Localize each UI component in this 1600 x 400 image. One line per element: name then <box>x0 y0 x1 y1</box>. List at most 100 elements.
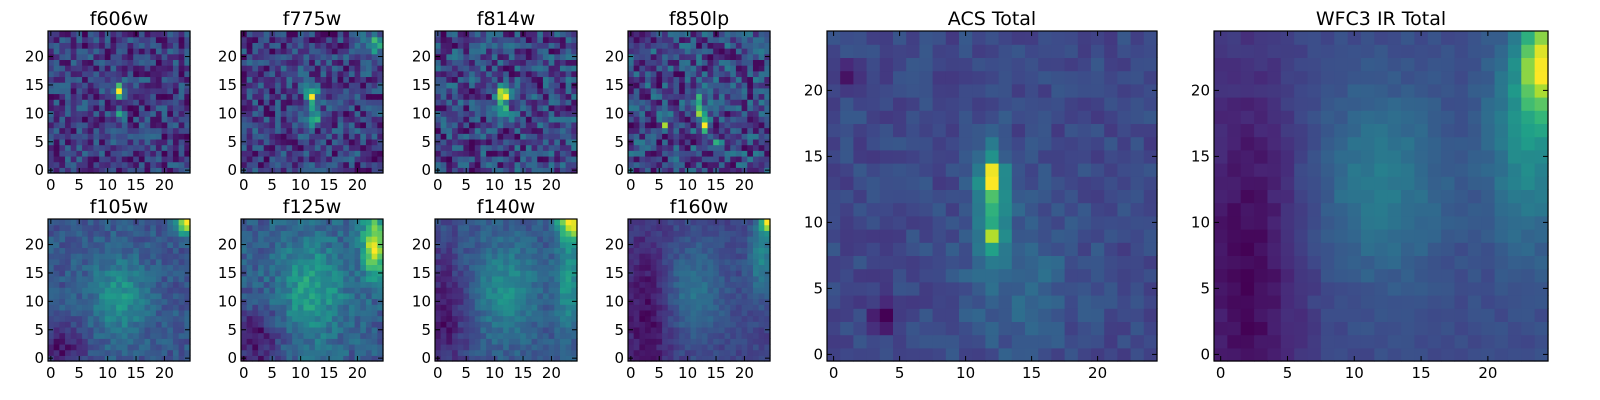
heatmap-cell <box>554 110 561 117</box>
heatmap-cell <box>70 292 77 300</box>
heatmap-cell <box>53 138 60 146</box>
heatmap-cell <box>65 167 72 174</box>
heatmap-cell <box>161 270 168 277</box>
heatmap-cell <box>514 292 521 300</box>
heatmap-cell <box>343 116 350 123</box>
heatmap-cell <box>446 42 453 49</box>
heatmap-cell <box>696 326 703 334</box>
heatmap-cell <box>542 167 550 174</box>
heatmap-cell <box>150 304 157 311</box>
heatmap-cell <box>696 321 703 328</box>
heatmap-cell <box>110 321 117 328</box>
heatmap-cell <box>133 82 140 89</box>
heatmap-cell <box>633 275 640 283</box>
heatmap-cell <box>59 59 66 66</box>
heatmap-cell <box>525 287 533 294</box>
heatmap-cell <box>571 275 578 283</box>
heatmap-cell <box>297 230 305 237</box>
heatmap-cell <box>701 150 709 157</box>
heatmap-cell <box>241 309 248 317</box>
heatmap-cell <box>452 53 459 60</box>
heatmap-cell <box>452 36 459 43</box>
heatmap-cell <box>104 116 112 123</box>
heatmap-cell <box>673 144 680 151</box>
heatmap-cell <box>730 287 737 294</box>
heatmap-cell <box>503 247 510 254</box>
heatmap-cell <box>628 104 635 112</box>
heatmap-cell <box>172 70 180 78</box>
heatmap-cell <box>348 144 356 151</box>
heatmap-cell <box>59 241 66 248</box>
heatmap-cell <box>269 116 276 123</box>
heatmap-cell <box>735 76 743 83</box>
heatmap-cell <box>548 155 555 163</box>
heatmap-cell <box>520 264 527 271</box>
heatmap-cell <box>531 315 538 322</box>
heatmap-cell <box>452 116 459 123</box>
heatmap-cell <box>747 53 754 60</box>
heatmap-cell <box>360 236 367 243</box>
heatmap-cell <box>452 59 459 66</box>
heatmap-cell <box>440 110 447 117</box>
heatmap-cell <box>684 281 692 288</box>
heatmap-cell <box>446 281 453 288</box>
heatmap-cell <box>280 298 288 305</box>
heatmap-cell <box>730 315 737 322</box>
heatmap-cell <box>537 93 544 100</box>
heatmap-cell <box>258 31 265 38</box>
heatmap-cell <box>258 133 265 140</box>
heatmap-cell <box>121 167 129 174</box>
heatmap-cell <box>269 281 276 288</box>
heatmap-cell <box>241 161 248 168</box>
heatmap-cell <box>93 281 100 288</box>
heatmap-cell <box>320 281 327 288</box>
heatmap-cell <box>48 70 55 78</box>
heatmap-cell <box>365 133 373 140</box>
heatmap-cell <box>93 315 100 322</box>
heatmap-cell <box>104 304 112 311</box>
heatmap-cell <box>258 99 265 106</box>
heatmap-cell <box>735 304 743 311</box>
heatmap-cell <box>110 42 117 49</box>
heatmap-cell <box>343 161 350 168</box>
heatmap-cell <box>348 99 356 106</box>
heatmap-cell <box>684 110 692 117</box>
heatmap-cell <box>639 281 646 288</box>
heatmap-cell <box>628 99 635 106</box>
heatmap-cell <box>269 82 276 89</box>
heatmap-cell <box>246 53 253 60</box>
heatmap-cell <box>133 127 140 134</box>
heatmap-cell <box>365 144 373 151</box>
heatmap-cell <box>531 59 538 66</box>
heatmap-cell <box>571 230 578 237</box>
heatmap-cell <box>474 82 482 89</box>
x-tick-label: 5 <box>654 176 664 194</box>
heatmap-cell <box>309 355 316 362</box>
heatmap-cell <box>650 144 657 151</box>
heatmap-cell <box>696 42 703 49</box>
axes-frame <box>434 30 578 174</box>
heatmap-cell <box>331 332 339 339</box>
heatmap-cell <box>314 70 322 78</box>
heatmap-cell <box>331 104 339 112</box>
heatmap-cell <box>70 275 77 283</box>
heatmap-cell <box>326 253 333 260</box>
heatmap-cell <box>280 309 288 317</box>
heatmap-cell <box>474 332 482 339</box>
y-tick-label: 0 <box>227 349 237 367</box>
heatmap-cell <box>628 304 635 311</box>
heatmap-cell <box>127 53 134 60</box>
heatmap-cell <box>172 48 180 55</box>
heatmap-cell <box>309 36 316 43</box>
heatmap-cell <box>758 292 765 300</box>
heatmap-cell <box>331 155 339 163</box>
heatmap-cell <box>531 338 538 345</box>
heatmap-cell <box>662 343 669 351</box>
heatmap-cell <box>354 349 361 356</box>
heatmap-cell <box>486 48 493 55</box>
heatmap-cell <box>645 138 652 146</box>
heatmap-cell <box>713 87 720 95</box>
heatmap-cell <box>639 150 646 157</box>
heatmap-cell <box>701 110 709 117</box>
